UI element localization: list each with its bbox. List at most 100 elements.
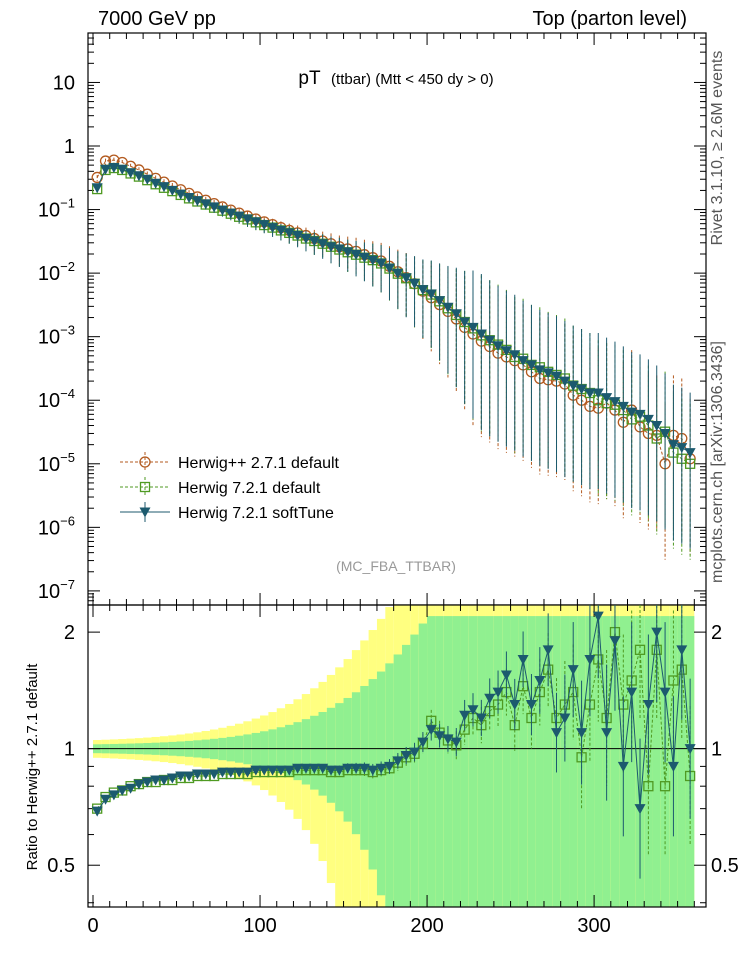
ratio-point-1: [534, 675, 546, 686]
data-point-2: [667, 440, 679, 451]
header-left-label: 7000 GeV pp: [98, 8, 216, 30]
ratio-point-1: [667, 761, 679, 772]
ratio-point-1: [584, 654, 596, 665]
ratio-band-inner: [276, 727, 286, 774]
ratio-point-1: [417, 737, 429, 748]
y-tick-exponent: −7: [60, 577, 75, 592]
ratio-band-inner: [343, 697, 352, 822]
ratio-band-inner: [485, 616, 494, 907]
data-point-2: [617, 401, 629, 412]
ratio-point-1: [208, 769, 220, 780]
data-point-2: [175, 189, 187, 200]
data-point-2: [567, 381, 579, 392]
data-point-2: [475, 329, 487, 340]
ratio-point-1: [325, 765, 337, 776]
ratio-point-1: [133, 779, 145, 790]
data-point-2: [358, 252, 370, 263]
data-point-2: [484, 335, 496, 346]
ratio-point-1: [216, 767, 228, 778]
data-point-2: [534, 365, 546, 376]
ratio-band-inner: [677, 616, 686, 907]
ratio-band-inner: [427, 616, 436, 907]
y-tick-base: 10: [38, 390, 60, 412]
ratio-band-inner: [585, 616, 595, 907]
ratio-y-axis-label: Ratio to Herwig++ 2.7.1 default: [24, 663, 41, 871]
ratio-band-inner: [543, 616, 553, 907]
legend-label: Herwig 7.2.1 softTune: [178, 505, 334, 522]
data-point-2: [233, 211, 245, 222]
ratio-point-1: [484, 693, 496, 704]
ratio-y-tick-label-right: 2: [711, 622, 722, 644]
y-tick-exponent: −1: [60, 196, 75, 211]
data-point-2: [559, 376, 571, 387]
data-point-2: [216, 205, 228, 216]
ratio-point-1: [617, 761, 629, 772]
y-tick-base: 10: [38, 200, 60, 222]
legend-marker: [139, 507, 151, 518]
ratio-point-1: [333, 765, 345, 776]
data-point-2: [467, 322, 479, 333]
plot-title-main: pT: [298, 68, 321, 89]
data-point-2: [409, 278, 421, 289]
data-point-2: [166, 185, 178, 196]
data-point-2: [308, 236, 320, 247]
data-point-2: [400, 273, 412, 284]
y-tick-base: 10: [53, 72, 75, 94]
data-point-2: [509, 350, 521, 361]
data-point-2: [267, 223, 279, 234]
ratio-band-inner: [335, 703, 344, 812]
ratio-point-1: [542, 645, 554, 656]
data-point-2: [417, 285, 429, 296]
ratio-point-1: [634, 804, 646, 815]
y-tick-exponent: −5: [60, 450, 75, 465]
ratio-point-1: [609, 636, 621, 647]
ratio-point-1: [409, 747, 421, 758]
ratio-point-1: [300, 763, 312, 774]
ratio-point-0: [668, 675, 679, 686]
ratio-band-inner: [376, 671, 386, 896]
data-point-2: [492, 341, 504, 352]
ratio-band-inner: [435, 616, 444, 907]
ratio-point-1: [517, 654, 529, 665]
data-point-2: [300, 234, 312, 245]
data-point-2: [626, 407, 638, 418]
data-point-2: [191, 196, 203, 207]
ratio-band-inner: [527, 616, 536, 907]
data-point-2: [208, 202, 220, 213]
ratio-point-1: [642, 700, 654, 711]
ratio-point-1: [175, 771, 187, 782]
data-point-2: [342, 247, 354, 258]
data-point-2: [459, 317, 471, 328]
ratio-point-1: [166, 773, 178, 784]
series-line-0: [96, 159, 691, 466]
data-point-2: [542, 368, 554, 379]
ratio-point-1: [125, 783, 137, 794]
data-point-2: [425, 289, 437, 300]
ratio-band-inner: [318, 712, 327, 796]
ratio-band-inner: [468, 616, 478, 907]
ratio-band-inner: [510, 616, 519, 907]
ratio-band-inner: [234, 735, 244, 763]
ratio-point-1: [233, 767, 245, 778]
ratio-band-inner: [260, 731, 269, 769]
data-point-2: [141, 174, 153, 185]
ratio-point-1: [601, 728, 613, 739]
ratio-point-1: [375, 763, 387, 774]
y-tick-label: 10−3: [38, 323, 75, 349]
ratio-line-0: [96, 632, 691, 809]
data-point-2: [133, 171, 145, 182]
ratio-point-1: [525, 700, 537, 711]
data-point-2: [250, 217, 262, 228]
ratio-point-1: [308, 763, 320, 774]
data-point-2: [325, 242, 337, 253]
x-tick-label: 0: [87, 915, 98, 937]
data-point-2: [642, 414, 654, 425]
data-point-2: [225, 208, 237, 219]
data-point-2: [333, 244, 345, 255]
legend-label: Herwig++ 2.7.1 default: [178, 455, 340, 472]
ratio-point-1: [383, 761, 395, 772]
data-point-2: [609, 397, 621, 408]
ratio-point-1: [400, 751, 412, 762]
data-point-2: [392, 268, 404, 279]
ratio-point-1: [492, 687, 504, 698]
